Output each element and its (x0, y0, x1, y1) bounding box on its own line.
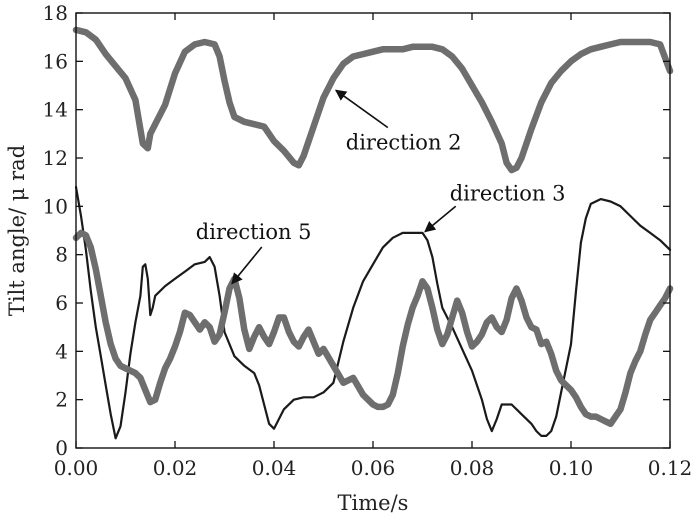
plot-border (75, 12, 671, 449)
y-tick-label: 2 (55, 388, 68, 412)
annotation-arrow-direction-2 (334, 89, 389, 129)
y-tick-label: 6 (55, 291, 68, 315)
y-tick-label: 4 (55, 339, 68, 363)
y-tick-label: 14 (43, 98, 68, 122)
annotation-arrow-direction-3 (424, 205, 457, 233)
annotation-label-direction-3: direction 3 (450, 181, 566, 205)
annotation-arrow-direction-5 (231, 246, 263, 285)
plot-frame (75, 12, 671, 449)
annotations: direction 2 direction 3 direction 5 (196, 89, 566, 285)
y-tick-label: 0 (55, 436, 68, 460)
series-layer (72, 26, 674, 440)
series-line-direction-3 (74, 185, 672, 440)
x-tick-label: 0.06 (351, 456, 396, 480)
x-tick-label: 0.08 (450, 456, 495, 480)
y-tick-label: 18 (43, 1, 68, 25)
y-tick-label: 16 (43, 49, 68, 73)
y-tick-label: 12 (43, 146, 68, 170)
y-axis-title: Tilt angle/ μ rad (5, 145, 29, 316)
x-axis-title: Time/s (338, 491, 409, 515)
x-tick-label: 0.02 (153, 456, 198, 480)
x-tick-label: 0.04 (252, 456, 297, 480)
annotation-label-direction-5: direction 5 (196, 220, 312, 244)
x-tick-label: 0.00 (54, 456, 99, 480)
axis-ticks: 0.00 0.02 0.04 0.06 0.08 0.10 0.12 0 2 4 6 8 10 12 14 1… (43, 1, 693, 480)
x-tick-label: 0.10 (549, 456, 594, 480)
y-tick-label: 8 (55, 243, 68, 267)
annotation-label-direction-2: direction 2 (346, 131, 462, 155)
series-line-direction-2 (72, 26, 674, 174)
series-line-direction-5 (72, 229, 674, 428)
x-tick-label: 0.12 (648, 456, 693, 480)
y-tick-label: 10 (43, 194, 68, 218)
